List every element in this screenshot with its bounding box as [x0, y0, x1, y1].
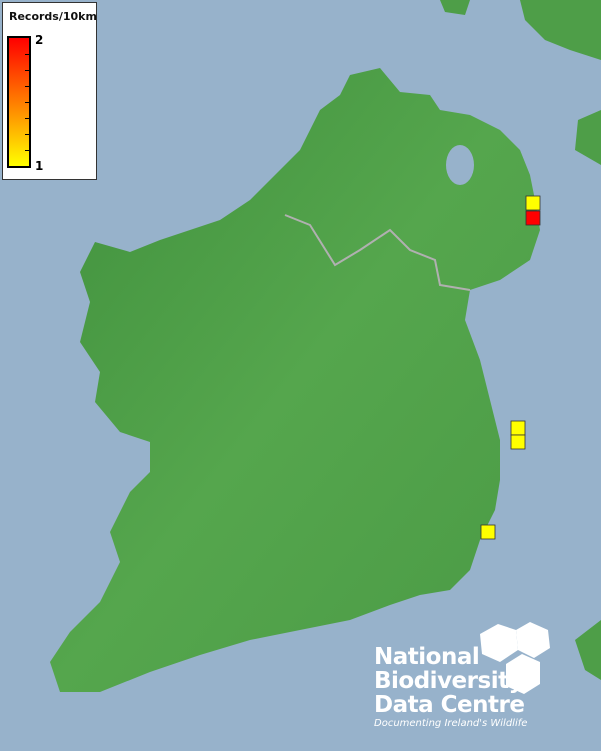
legend: Records/10km 2 1 — [2, 2, 97, 180]
legend-tick — [25, 70, 29, 71]
legend-tick — [25, 86, 29, 87]
legend-tick — [25, 118, 29, 119]
record-square[interactable] — [525, 210, 541, 226]
logo-line3: Data Centre — [374, 692, 525, 718]
scotland-island — [440, 0, 470, 15]
lough-neagh — [446, 145, 474, 185]
logo-line2: Biodiversity — [374, 668, 524, 694]
legend-max-label: 2 — [35, 33, 44, 47]
record-square[interactable] — [510, 434, 526, 450]
scotland-landmass — [520, 0, 601, 60]
nbdc-logo: National Biodiversity Data Centre Docume… — [374, 645, 527, 729]
england-landmass — [575, 110, 601, 165]
legend-title: Records/10km — [9, 10, 97, 23]
legend-tick — [25, 54, 29, 55]
legend-tick — [25, 134, 29, 135]
wales-landmass — [575, 620, 601, 680]
border-line — [284, 214, 471, 291]
legend-tick — [25, 150, 29, 151]
color-ramp — [7, 36, 31, 168]
logo-tagline: Documenting Ireland's Wildlife — [374, 718, 528, 729]
record-square[interactable] — [480, 524, 496, 540]
record-square[interactable] — [510, 420, 526, 436]
legend-tick — [25, 102, 29, 103]
logo-hexagons-icon — [480, 622, 550, 694]
logo-line1: National — [374, 644, 480, 670]
record-square[interactable] — [525, 195, 541, 211]
legend-min-label: 1 — [35, 159, 44, 173]
ireland-landmass — [50, 68, 540, 692]
